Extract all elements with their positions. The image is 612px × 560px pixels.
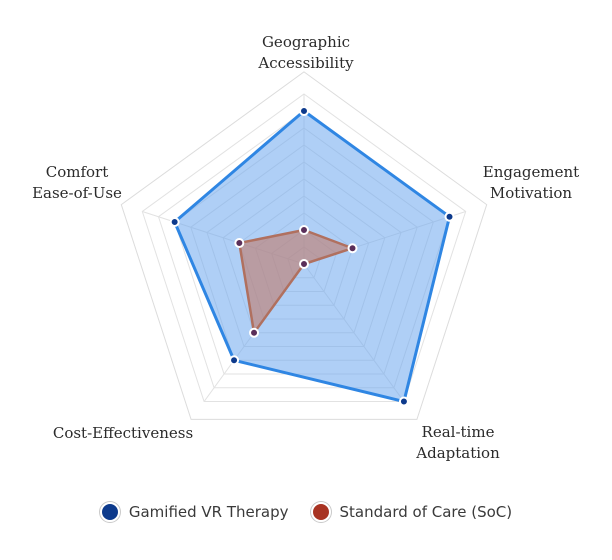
legend-swatch-standard-of-care (310, 502, 331, 522)
data-point-s0-3 (229, 355, 240, 366)
axis-label-2-line-0: Real-time (422, 423, 495, 441)
axis-label-4-line-0: Comfort (46, 163, 109, 181)
legend-item-gamified-vr[interactable]: Gamified VR Therapy (99, 502, 289, 522)
axis-label-2-line-1: Adaptation (415, 444, 500, 462)
axis-label-4: Comfort Ease-of-Use (32, 163, 122, 202)
data-point-s1-2 (299, 259, 309, 269)
axis-label-1: Engagement Motivation (483, 163, 579, 202)
legend-item-standard-of-care[interactable]: Standard of Care (SoC) (310, 502, 513, 522)
axis-label-3-line-0: Cost-Effectiveness (53, 424, 193, 442)
data-point-s0-4 (169, 216, 180, 227)
data-point-s1-3 (249, 327, 260, 338)
data-point-s1-4 (234, 237, 245, 248)
legend-label-standard-of-care: Standard of Care (SoC) (339, 503, 513, 521)
legend-swatch-gamified-vr (99, 502, 120, 522)
grid-ring-10 (141, 93, 467, 403)
data-point-s0-2 (398, 396, 409, 407)
axis-label-1-line-1: Motivation (490, 184, 572, 202)
grid-outer-ring (120, 71, 488, 420)
data-point-s1-1 (347, 243, 358, 254)
data-point-s1-0 (299, 225, 309, 235)
data-point-s0-1 (444, 211, 455, 222)
axis-label-4-line-1: Ease-of-Use (32, 184, 122, 202)
data-point-s0-0 (299, 106, 309, 116)
legend: Gamified VR Therapy Standard of Care (So… (0, 502, 612, 522)
radar-chart: Geographic Accessibility Engagement Motivat… (32, 33, 579, 462)
legend-label-gamified-vr: Gamified VR Therapy (128, 503, 289, 521)
axis-label-1-line-0: Engagement (483, 163, 579, 181)
axis-label-0-line-0: Geographic (262, 33, 350, 51)
axis-label-3: Cost-Effectiveness (53, 424, 193, 442)
series-1 (234, 225, 358, 338)
axis-label-0: Geographic Accessibility (257, 33, 354, 72)
series-area-1 (238, 228, 354, 335)
axis-labels: Geographic Accessibility Engagement Motivat… (32, 33, 579, 462)
axis-label-2: Real-time Adaptation (415, 423, 500, 462)
radar-series-layer (169, 106, 455, 407)
axis-label-0-line-1: Accessibility (257, 54, 354, 72)
